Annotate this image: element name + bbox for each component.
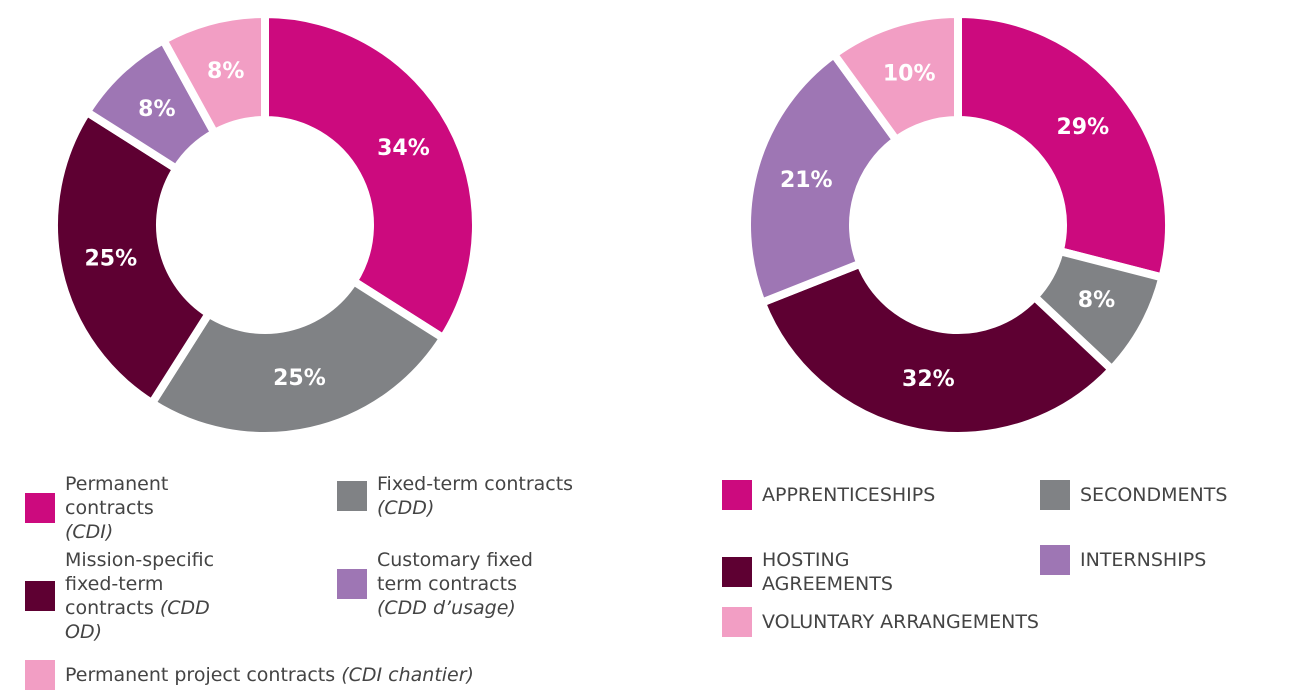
- slice: [828, 9, 962, 146]
- legend-label: Mission-specific fixed-term contracts (C…: [65, 549, 215, 643]
- slice: [743, 48, 902, 308]
- legend-item: INTERNSHIPS: [1040, 545, 1294, 575]
- slice-label: 29%: [1057, 115, 1110, 140]
- slice-label: 25%: [84, 246, 137, 271]
- slice-label: 8%: [207, 59, 244, 84]
- legend-swatch: [337, 481, 367, 511]
- legend-label: VOLUNTARY ARRANGEMENTS: [762, 611, 1039, 633]
- legend-swatch: [337, 569, 367, 599]
- legend-swatch: [722, 557, 752, 587]
- legend-label: Fixed-term contracts (CDD): [377, 473, 574, 519]
- legend-item: Mission-specific fixed-term contracts (C…: [25, 548, 240, 644]
- legend-swatch: [25, 581, 55, 611]
- slice-label: 8%: [138, 97, 175, 122]
- slice: [50, 106, 215, 409]
- slice-label: 8%: [1078, 288, 1115, 313]
- legend-label: Customary fixed term contracts (CDD d’us…: [377, 549, 533, 619]
- slice: [261, 9, 480, 344]
- slice: [146, 275, 449, 440]
- legend-label: APPRENTICESHIPS: [762, 484, 936, 506]
- slice-label: 21%: [780, 168, 833, 193]
- slice: [954, 9, 1173, 283]
- slice-label: 25%: [273, 366, 326, 391]
- legend-item: APPRENTICESHIPS: [722, 480, 1002, 510]
- legend-label: INTERNSHIPS: [1080, 549, 1207, 571]
- slice: [157, 9, 269, 139]
- legend-item: Fixed-term contracts (CDD): [337, 472, 577, 520]
- legend-item: Permanent contracts (CDI): [25, 472, 195, 544]
- legend-item: Permanent project contracts (CDI chantie…: [25, 660, 585, 690]
- legend-label: Permanent contracts (CDI): [65, 473, 169, 543]
- legend-label: Permanent project contracts (CDI chantie…: [65, 664, 474, 686]
- legend-item: HOSTING AGREEMENTS: [722, 548, 932, 596]
- legend-label: HOSTING AGREEMENTS: [762, 549, 893, 595]
- legend-item: SECONDMENTS: [1040, 480, 1294, 510]
- legend-item: VOLUNTARY ARRANGEMENTS: [722, 607, 1182, 637]
- legend-swatch: [25, 493, 55, 523]
- slice: [756, 258, 1118, 440]
- slice-label: 10%: [883, 62, 936, 87]
- legend-swatch: [722, 607, 752, 637]
- legend-swatch: [722, 480, 752, 510]
- legend-swatch: [1040, 545, 1070, 575]
- slice-label: 34%: [377, 136, 430, 161]
- slice-label: 32%: [902, 367, 955, 392]
- legend-swatch: [1040, 480, 1070, 510]
- legend-item: Customary fixed term contracts (CDD d’us…: [337, 548, 567, 620]
- legend-label: SECONDMENTS: [1080, 484, 1228, 506]
- legend-swatch: [25, 660, 55, 690]
